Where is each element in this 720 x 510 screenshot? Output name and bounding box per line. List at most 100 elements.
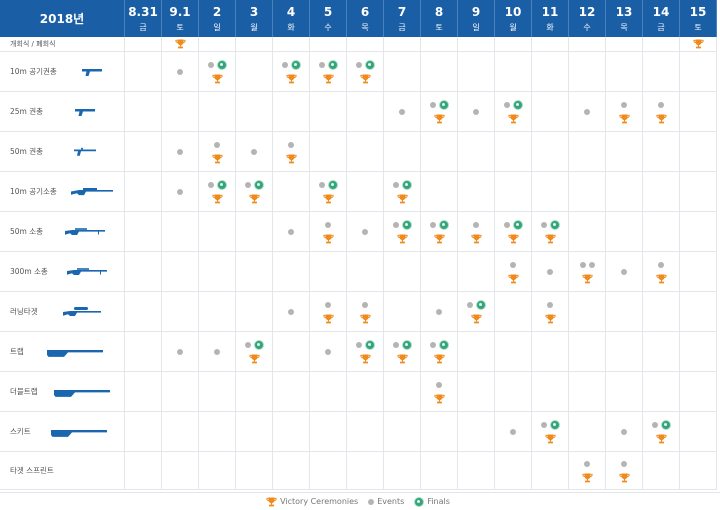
schedule-cell [680, 172, 717, 212]
schedule-cell [273, 452, 310, 490]
cell-markers [547, 300, 553, 310]
event-dot-icon [588, 261, 595, 268]
finals-icon [253, 339, 264, 350]
schedule-cell [606, 52, 643, 92]
schedule-cell [643, 92, 680, 132]
schedule-cell [458, 212, 495, 252]
event-dot-icon [362, 301, 368, 308]
event-dot-icon [651, 421, 658, 428]
event-name: 개회식 / 폐회식 [10, 40, 56, 48]
event-dot-icon [540, 421, 547, 428]
shotgun-icon [37, 426, 124, 438]
finals-icon [290, 59, 301, 70]
schedule-cell [680, 252, 717, 292]
rifle-icon [49, 227, 124, 237]
schedule-cell [199, 412, 236, 452]
schedule-cell [310, 332, 347, 372]
schedule-cell [569, 132, 606, 172]
event-dot-icon [466, 301, 473, 308]
schedule-cell [495, 172, 532, 212]
trophy-icon [433, 394, 445, 404]
cell-ceremony [470, 314, 482, 324]
date-weekday: 월 [509, 22, 517, 32]
schedule-cell [532, 172, 569, 212]
date-weekday: 목 [620, 22, 628, 32]
schedule-cell [347, 37, 384, 52]
cell-markers [658, 100, 664, 110]
schedule-cell [236, 332, 273, 372]
schedule-cell [199, 332, 236, 372]
event-name: 25m 권총 [10, 107, 44, 116]
cell-markers [325, 347, 331, 357]
date-header: 12 수 [569, 0, 606, 37]
trophy-icon [544, 234, 556, 244]
date-day: 2 [212, 4, 222, 19]
cell-ceremony [359, 354, 371, 364]
event-row-label: 타겟 스프린트 [0, 452, 125, 490]
event-dot-icon [510, 428, 516, 435]
trophy-icon [470, 314, 482, 324]
finals-icon [438, 99, 449, 110]
schedule-cell [199, 292, 236, 332]
event-dot-icon [281, 61, 288, 68]
schedule-cell [458, 172, 495, 212]
finals-icon [549, 219, 560, 230]
cell-ceremony [322, 74, 334, 84]
trophy-icon [285, 74, 297, 84]
schedule-cell [569, 412, 606, 452]
schedule-cell [347, 172, 384, 212]
event-dot-icon [392, 181, 399, 188]
date-day: 3 [249, 4, 259, 19]
schedule-cell [199, 212, 236, 252]
schedule-cell [643, 412, 680, 452]
schedule-cell [125, 372, 162, 412]
trophy-icon [507, 274, 519, 284]
cell-markers [177, 67, 183, 77]
schedule-cell [643, 52, 680, 92]
schedule-cell [125, 52, 162, 92]
schedule-cell [236, 92, 273, 132]
trophy-icon [507, 234, 519, 244]
schedule-cell [532, 292, 569, 332]
cell-markers [503, 219, 523, 230]
schedule-cell [643, 332, 680, 372]
schedule-cell [532, 132, 569, 172]
schedule-cell [162, 252, 199, 292]
trophy-icon [692, 39, 704, 49]
schedule-cell [569, 252, 606, 292]
finals-icon [512, 99, 523, 110]
date-header: 14 금 [643, 0, 680, 37]
cell-markers [584, 107, 590, 117]
cell-markers [325, 220, 331, 230]
event-row-label: 러닝타겟 [0, 292, 125, 332]
trophy-icon [655, 434, 667, 444]
trophy-icon [322, 194, 334, 204]
cell-markers [355, 339, 375, 350]
schedule-cell [162, 452, 199, 490]
schedule-cell [495, 452, 532, 490]
schedule-cell [569, 172, 606, 212]
trophy-icon [396, 194, 408, 204]
schedule-cell [680, 412, 717, 452]
cell-ceremony [248, 194, 260, 204]
trophy-icon [581, 274, 593, 284]
schedule-cell [606, 252, 643, 292]
finals-icon [327, 59, 338, 70]
cell-ceremony [433, 114, 445, 124]
event-name: 더블트랩 [10, 387, 38, 396]
schedule-cell [162, 92, 199, 132]
date-day: 6 [360, 4, 370, 19]
schedule-cell [532, 52, 569, 92]
finals-icon [549, 419, 560, 430]
event-row-label: 개회식 / 폐회식 [0, 37, 125, 52]
event-name: 300m 소총 [10, 267, 48, 276]
cell-markers [621, 459, 627, 469]
date-day: 11 [541, 4, 559, 19]
schedule-cell [162, 332, 199, 372]
schedule-cell [458, 132, 495, 172]
cell-markers [288, 307, 294, 317]
cell-markers [540, 419, 560, 430]
event-dot-icon [392, 341, 399, 348]
schedule-cell [495, 332, 532, 372]
